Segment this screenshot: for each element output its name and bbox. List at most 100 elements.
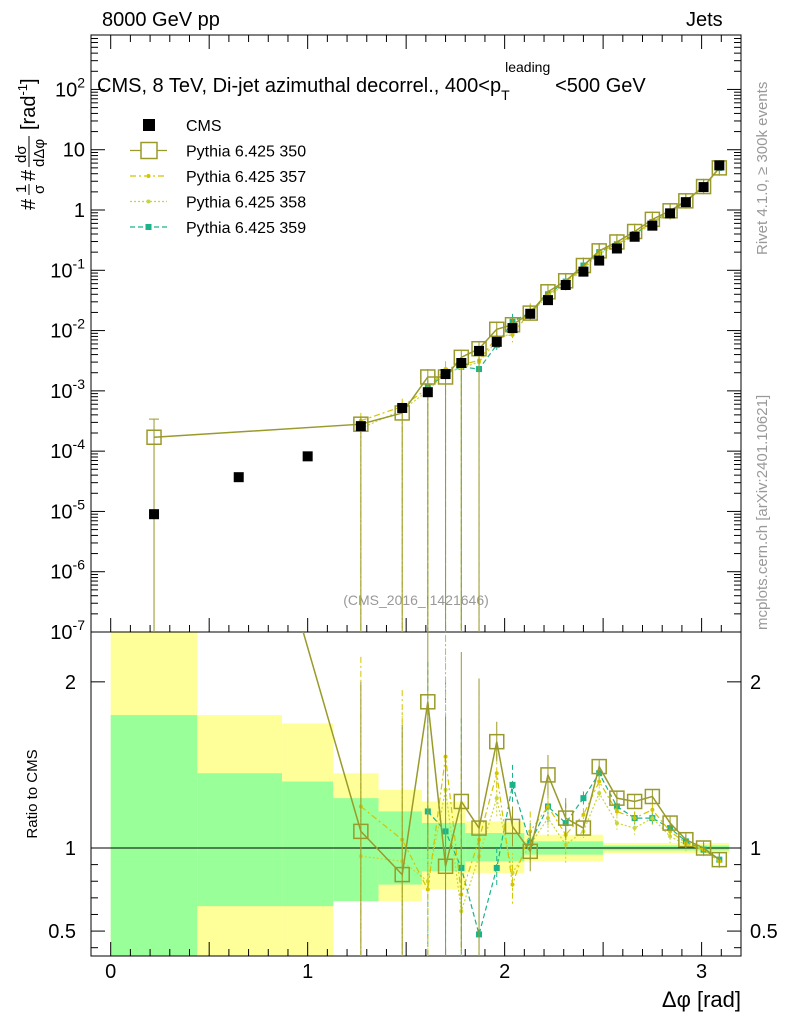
ratio-point xyxy=(581,812,586,817)
ratio-series-line xyxy=(427,772,720,937)
chart-title-main: CMS, 8 TeV, Di-jet azimuthal decorrel., … xyxy=(97,75,501,97)
ratio-point xyxy=(545,804,550,809)
cms-data-point xyxy=(525,308,536,319)
cms-data-point xyxy=(594,255,605,266)
ratio-point xyxy=(678,831,694,848)
cms-data-point xyxy=(611,243,622,254)
ratio-point xyxy=(614,809,619,814)
ratio-point xyxy=(626,793,643,810)
cms-data-point xyxy=(422,387,433,398)
ratio-y-axis-label: Ratio to CMS xyxy=(24,749,41,838)
ratio-point xyxy=(540,767,556,783)
x-tick-label: 1 xyxy=(302,961,313,983)
ratio-point xyxy=(353,823,369,840)
ratio-point xyxy=(471,820,487,836)
header-right: Jets xyxy=(686,9,723,31)
ratio-tick-label-left: 0.5 xyxy=(48,921,76,943)
y-tick-label: 10-5 xyxy=(50,496,85,523)
cms-data-point xyxy=(355,421,366,432)
cms-data-point xyxy=(302,451,313,462)
ratio-point xyxy=(425,887,430,892)
legend-label-py350: Pythia 6.425 350 xyxy=(186,144,306,161)
legend-label-cms: CMS xyxy=(186,118,222,135)
ratio-tick-label-left: 1 xyxy=(65,838,76,860)
y-tick-label: 10-6 xyxy=(50,557,85,584)
ratio-series-line xyxy=(360,756,720,895)
cms-data-point xyxy=(491,336,502,347)
legend: CMS Pythia 6.425 350 Pythia 6.425 357 Pythi… xyxy=(130,118,306,237)
mcplots-side-text: mcplots.cern.ch [arXiv:2401.10621] xyxy=(754,394,771,630)
series-line xyxy=(360,168,720,422)
cms-data-point xyxy=(629,231,640,242)
cms-data-point xyxy=(149,509,160,520)
x-tick-label: 0 xyxy=(105,961,116,983)
cms-data-point xyxy=(560,280,571,291)
y-tick-label: 10-3 xyxy=(50,376,85,403)
ratio-point xyxy=(662,815,678,831)
ratio-point xyxy=(580,795,587,802)
legend-marker-py358 xyxy=(146,199,151,204)
ratio-point xyxy=(494,771,499,776)
y-label-hash: # xyxy=(18,198,40,210)
ratio-tick-label-left: 2 xyxy=(65,672,76,694)
ratio-point xyxy=(394,866,410,883)
rivet-side-text: Rivet 4.1.0, ≥ 300k events xyxy=(754,81,771,255)
cms-data-point xyxy=(578,266,589,277)
series-point xyxy=(353,416,369,432)
ratio-plot-frame xyxy=(90,631,742,957)
series-point xyxy=(420,369,436,385)
chart-title-tail: <500 GeV xyxy=(555,75,646,97)
series-point xyxy=(510,332,515,337)
ratio-point xyxy=(493,864,500,871)
ratio-point xyxy=(650,807,655,812)
cms-data-point xyxy=(542,295,553,306)
y-tick-label: 10-4 xyxy=(50,436,85,463)
y-tick-label: 10 xyxy=(63,140,85,162)
y-label-unit: [rad-1] xyxy=(15,78,40,130)
legend-marker-py350 xyxy=(140,141,158,160)
legend-marker-py359 xyxy=(145,224,152,230)
x-tick-label: 2 xyxy=(499,961,510,983)
ratio-point xyxy=(437,858,454,875)
ratio-axis-ticks: 0.5 0.5 1 1 2 2 xyxy=(48,672,778,949)
ratio-tick-label-right: 0.5 xyxy=(750,921,778,943)
ratio-point xyxy=(494,796,499,801)
cms-data-point xyxy=(474,345,485,356)
cms-data-point xyxy=(456,357,467,368)
cms-data-point xyxy=(665,208,676,219)
ratio-point xyxy=(597,791,602,796)
main-plot-series xyxy=(146,160,728,632)
chart-title-sub: T xyxy=(501,87,510,103)
cms-data-point xyxy=(698,182,709,193)
ratio-point xyxy=(453,793,470,810)
ratio-point xyxy=(591,758,607,775)
y-tick-label: 10-2 xyxy=(50,316,85,343)
band-green xyxy=(197,773,283,907)
ratio-point xyxy=(504,818,521,835)
ratio-point xyxy=(614,821,619,826)
ratio-point xyxy=(420,694,436,710)
ratio-point xyxy=(695,840,712,856)
y-label-hash2: # xyxy=(18,169,40,181)
legend-label-py359: Pythia 6.425 359 xyxy=(186,220,306,237)
x-axis-label: Δφ [rad] xyxy=(662,987,741,1012)
cms-data-point xyxy=(714,160,725,171)
cms-data-point xyxy=(397,402,408,413)
ratio-point xyxy=(510,882,515,887)
chart-title: CMS, 8 TeV, Di-jet azimuthal decorrel., … xyxy=(97,59,646,103)
analysis-id-label: (CMS_2016_I1421646) xyxy=(343,592,489,608)
ratio-tick-label-right: 2 xyxy=(750,672,761,694)
series-point xyxy=(678,193,694,209)
ratio-point xyxy=(632,816,637,821)
ratio-point xyxy=(644,788,661,805)
x-tick-label: 3 xyxy=(696,961,707,983)
x-axis-ticks: 0 1 2 3 xyxy=(105,35,742,983)
ratio-point xyxy=(557,810,574,826)
series-point xyxy=(522,305,538,321)
y-tick-label: 10-1 xyxy=(50,255,85,282)
band-green xyxy=(465,833,525,862)
y-label-ddphi: dΔφ xyxy=(31,139,48,167)
ratio-point xyxy=(650,816,655,821)
band-green xyxy=(110,715,198,956)
